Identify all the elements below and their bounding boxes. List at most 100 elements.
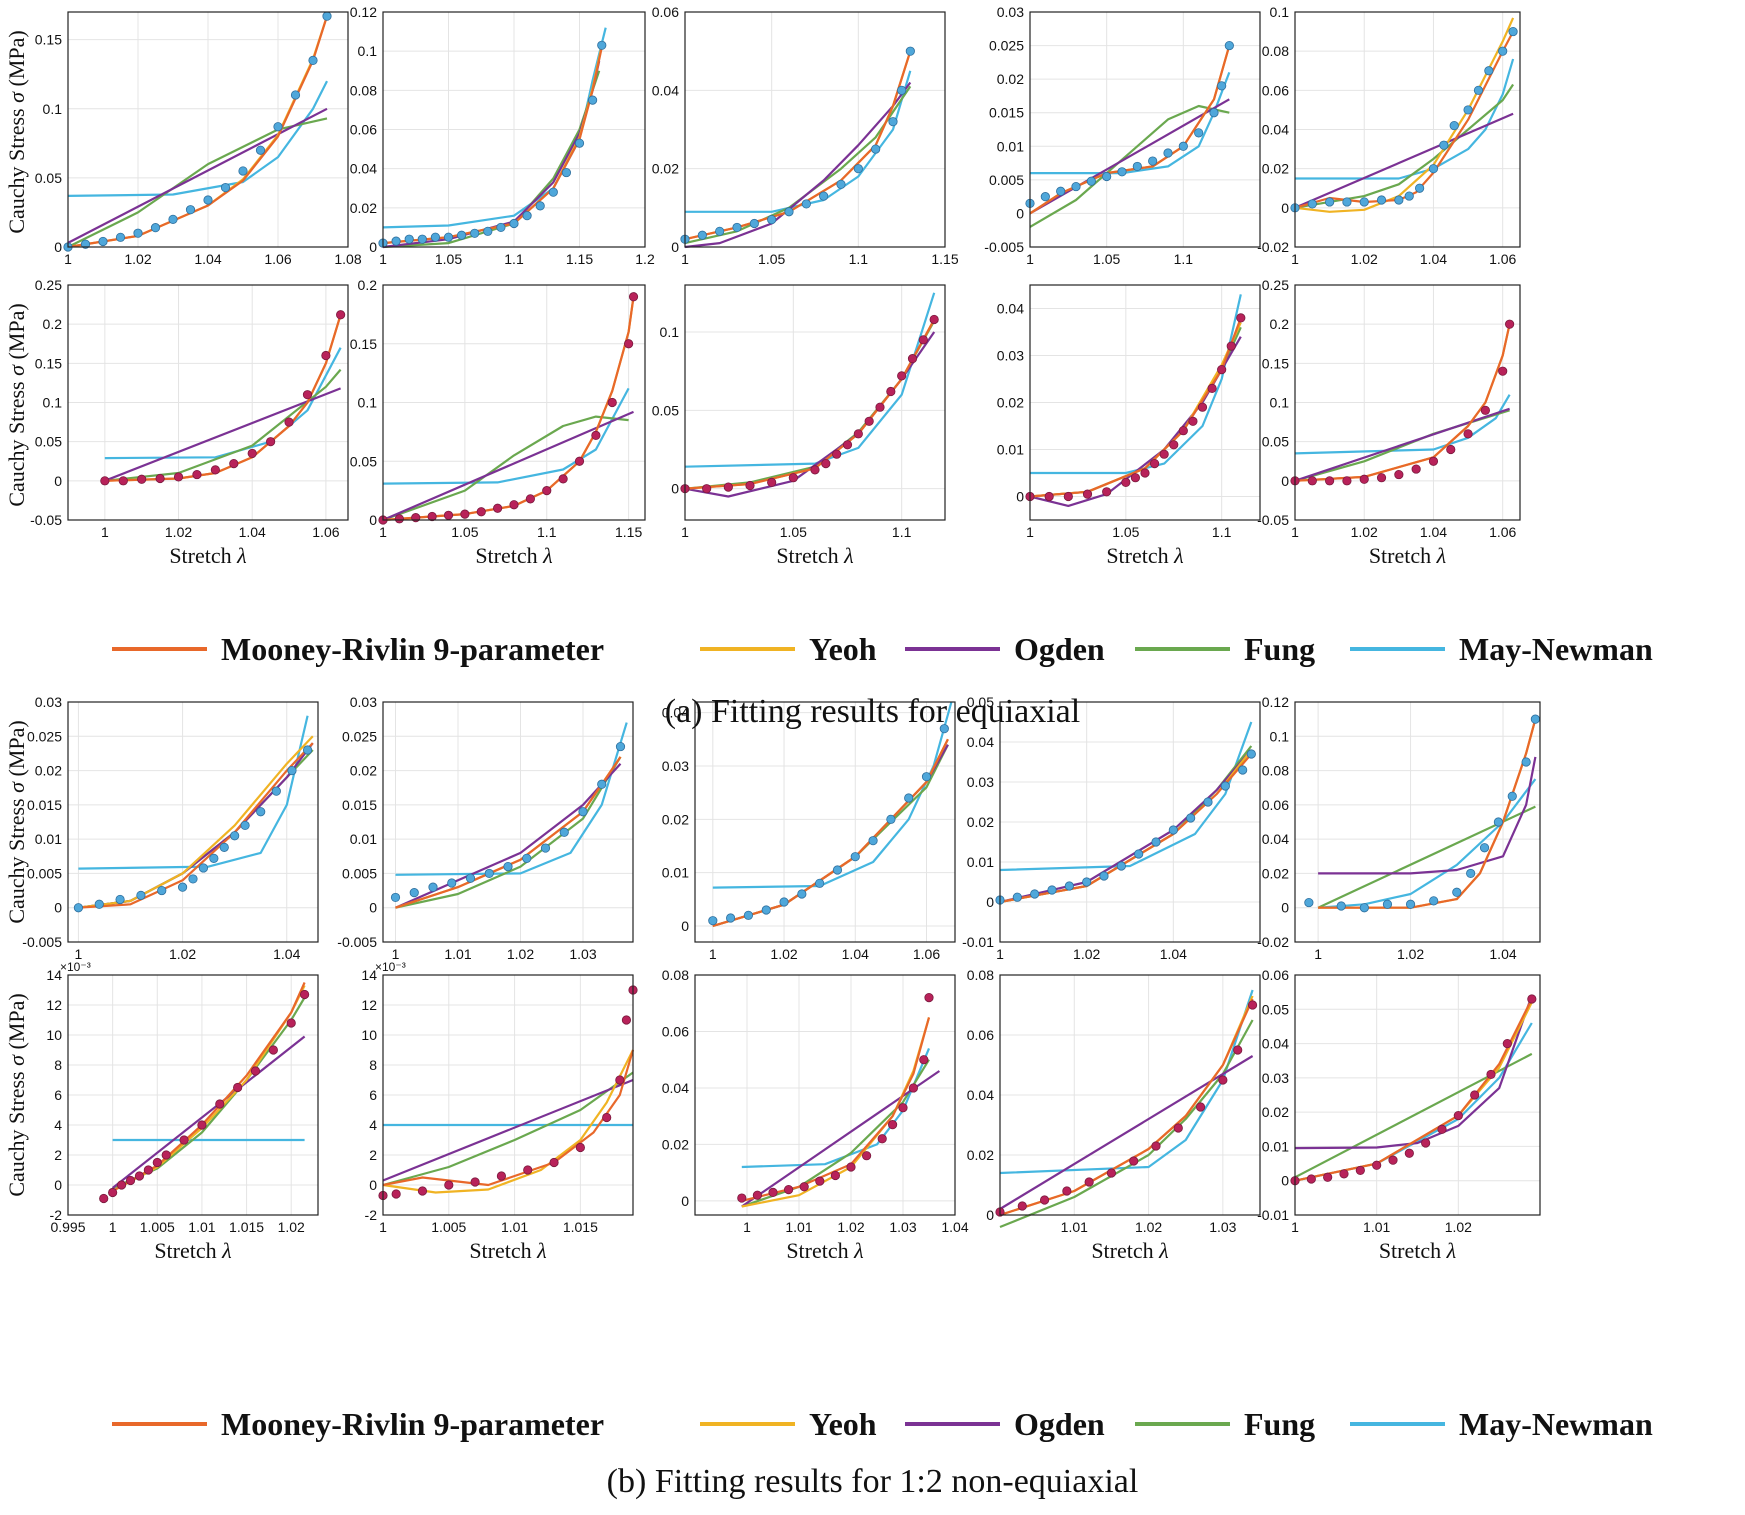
series-line-ogden [684, 81, 912, 249]
series-line-may-newman [712, 701, 953, 889]
y-tick-label: 0.025 [27, 728, 62, 744]
series-line-yeoh [999, 749, 1253, 904]
y-tick-label: 8 [369, 1057, 377, 1073]
y-tick-label: 0.02 [967, 814, 994, 830]
data-point [575, 1142, 585, 1153]
data-point [1439, 140, 1449, 150]
y-tick-label: 0 [671, 239, 679, 255]
data-point [210, 465, 220, 475]
data-point [921, 772, 932, 782]
series-line-ogden [395, 762, 622, 909]
x-tick-label: 1.02 [165, 524, 192, 540]
data-point [336, 310, 346, 320]
data-point [1429, 896, 1439, 906]
data-point [745, 480, 755, 491]
data-point [574, 456, 585, 466]
y-tick-label: 0.01 [35, 831, 62, 847]
data-point [797, 889, 807, 899]
data-point [1012, 892, 1022, 902]
y-tick-label: 0 [986, 894, 994, 910]
data-point [233, 1082, 243, 1093]
x-axis-label: Stretch λ [1106, 543, 1183, 568]
legend-entry-4: May-Newman [1350, 1404, 1653, 1444]
data-point [549, 1157, 559, 1168]
y-tick-label: -0.05 [30, 512, 62, 528]
data-point [578, 807, 588, 817]
data-point [1082, 489, 1093, 499]
data-point [1246, 749, 1256, 759]
series-line-yeoh [712, 738, 949, 928]
series-line-fung [999, 745, 1253, 904]
data-point [161, 1150, 171, 1160]
data-point [1064, 881, 1074, 891]
y-tick-label: 0.1 [1270, 4, 1290, 20]
y-tick-label: 0.04 [967, 1087, 994, 1103]
y-tick-label: 2 [54, 1147, 62, 1163]
x-tick-label: 1.15 [931, 251, 958, 267]
data-point [209, 853, 219, 863]
data-point [1394, 469, 1404, 480]
data-point [1376, 473, 1387, 483]
data-point [708, 916, 718, 926]
data-point [886, 814, 896, 824]
data-point [428, 882, 438, 892]
data-point [1233, 1045, 1243, 1055]
data-point [939, 724, 949, 734]
data-point [321, 350, 331, 361]
data-point [409, 888, 419, 898]
data-point [850, 852, 860, 862]
data-point [1063, 491, 1073, 502]
legend-entry-3: Fung [1135, 629, 1315, 669]
series-line-yeoh [382, 1049, 634, 1194]
data-point [1394, 195, 1404, 205]
data-point [1508, 26, 1518, 37]
x-tick-label: 1 [681, 251, 689, 267]
data-point [496, 1171, 507, 1181]
legend-swatch [112, 647, 207, 651]
legend-a: Mooney-Rivlin 9-parameter Yeoh Ogden Fung Ma… [0, 629, 1745, 669]
data-point [484, 868, 494, 879]
data-point [197, 1120, 207, 1130]
x-tick-label: 1.08 [334, 251, 361, 267]
data-point [1428, 456, 1439, 466]
x-tick-label: 1.05 [758, 251, 785, 267]
data-point [1247, 1000, 1258, 1010]
data-point [832, 449, 842, 459]
data-point [1151, 1141, 1161, 1151]
series-line-ogden [712, 744, 949, 928]
data-point [80, 239, 91, 249]
y-tick-label: 0.04 [1262, 1036, 1289, 1052]
y-tick-label: 0.05 [35, 170, 62, 186]
data-point [465, 873, 476, 883]
x-tick-label: 1.005 [431, 1219, 466, 1235]
y-tick-label: 0.005 [342, 865, 377, 881]
data-point [1323, 1172, 1333, 1182]
series-line-may-newman [1295, 58, 1515, 180]
y-tick-label: 12 [46, 997, 62, 1013]
y-tick-label: 0.08 [1262, 43, 1289, 59]
data-point [801, 199, 811, 209]
legend-label: Fung [1244, 630, 1316, 667]
y-tick-label: 0.02 [350, 200, 377, 216]
data-point [723, 482, 733, 492]
series-line-ogden [382, 1078, 634, 1182]
data-point [1304, 897, 1314, 908]
y-tick-label: 0.05 [1262, 434, 1289, 450]
y-tick-label: 0.1 [660, 324, 680, 340]
series-line-yeoh [382, 296, 635, 522]
x-tick-label: 1.05 [1112, 524, 1139, 540]
x-tick-label: 1.02 [124, 251, 151, 267]
chart-panel-b-top-3: 1 1.02 1.04 1.06 0 0.01 0.02 0.03 0.04 [662, 701, 956, 962]
chart-panel-a-top-4: 1 1.05 1.1 -0.005 0 0.005 0.01 0.015 0.02 0.025 0.… [984, 4, 1261, 267]
y-tick-label: 4 [369, 1117, 377, 1133]
data-point [1168, 825, 1178, 835]
axes-frame [1294, 284, 1521, 521]
data-point [1388, 1155, 1398, 1165]
data-point [821, 458, 831, 469]
data-point [624, 339, 634, 349]
data-point [476, 507, 486, 517]
y-tick-label: 0.03 [350, 694, 377, 710]
legend-label: Fung [1244, 1405, 1316, 1442]
y-tick-label: 0.05 [967, 694, 994, 710]
x-tick-label: 1.04 [194, 251, 221, 267]
